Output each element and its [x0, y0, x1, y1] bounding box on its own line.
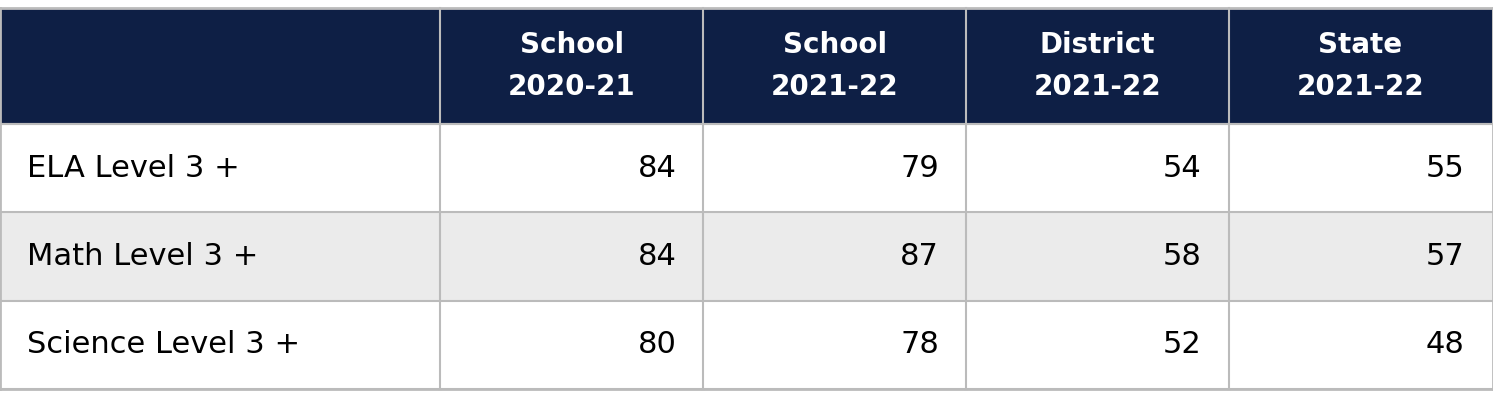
- Text: 48: 48: [1426, 330, 1465, 359]
- Text: School
2021-22: School 2021-22: [770, 31, 899, 101]
- Text: 55: 55: [1426, 154, 1465, 183]
- Text: 87: 87: [900, 242, 939, 271]
- Text: 78: 78: [900, 330, 939, 359]
- Bar: [966, 212, 1229, 301]
- Bar: [1229, 8, 1492, 124]
- Text: 58: 58: [1163, 242, 1202, 271]
- Bar: [703, 212, 966, 301]
- Bar: [703, 8, 966, 124]
- Bar: [0, 124, 440, 212]
- Text: 80: 80: [638, 330, 676, 359]
- Bar: [966, 301, 1229, 389]
- Bar: [440, 212, 703, 301]
- Bar: [1229, 212, 1492, 301]
- Text: 84: 84: [638, 154, 676, 183]
- Bar: [440, 301, 703, 389]
- Bar: [440, 124, 703, 212]
- Text: 79: 79: [900, 154, 939, 183]
- Bar: [0, 8, 440, 124]
- Bar: [440, 8, 703, 124]
- Text: State
2021-22: State 2021-22: [1296, 31, 1424, 101]
- Bar: [703, 301, 966, 389]
- Text: 54: 54: [1163, 154, 1202, 183]
- Bar: [1229, 301, 1492, 389]
- Text: 52: 52: [1163, 330, 1202, 359]
- Bar: [966, 8, 1229, 124]
- Bar: [0, 301, 440, 389]
- Bar: [703, 124, 966, 212]
- Text: 57: 57: [1426, 242, 1465, 271]
- Text: 84: 84: [638, 242, 676, 271]
- Text: ELA Level 3 +: ELA Level 3 +: [27, 154, 239, 183]
- Text: Science Level 3 +: Science Level 3 +: [27, 330, 300, 359]
- Bar: [0, 212, 440, 301]
- Text: Math Level 3 +: Math Level 3 +: [27, 242, 258, 271]
- Bar: [966, 124, 1229, 212]
- Text: District
2021-22: District 2021-22: [1033, 31, 1162, 101]
- Text: School
2020-21: School 2020-21: [508, 31, 636, 101]
- Bar: [1229, 124, 1492, 212]
